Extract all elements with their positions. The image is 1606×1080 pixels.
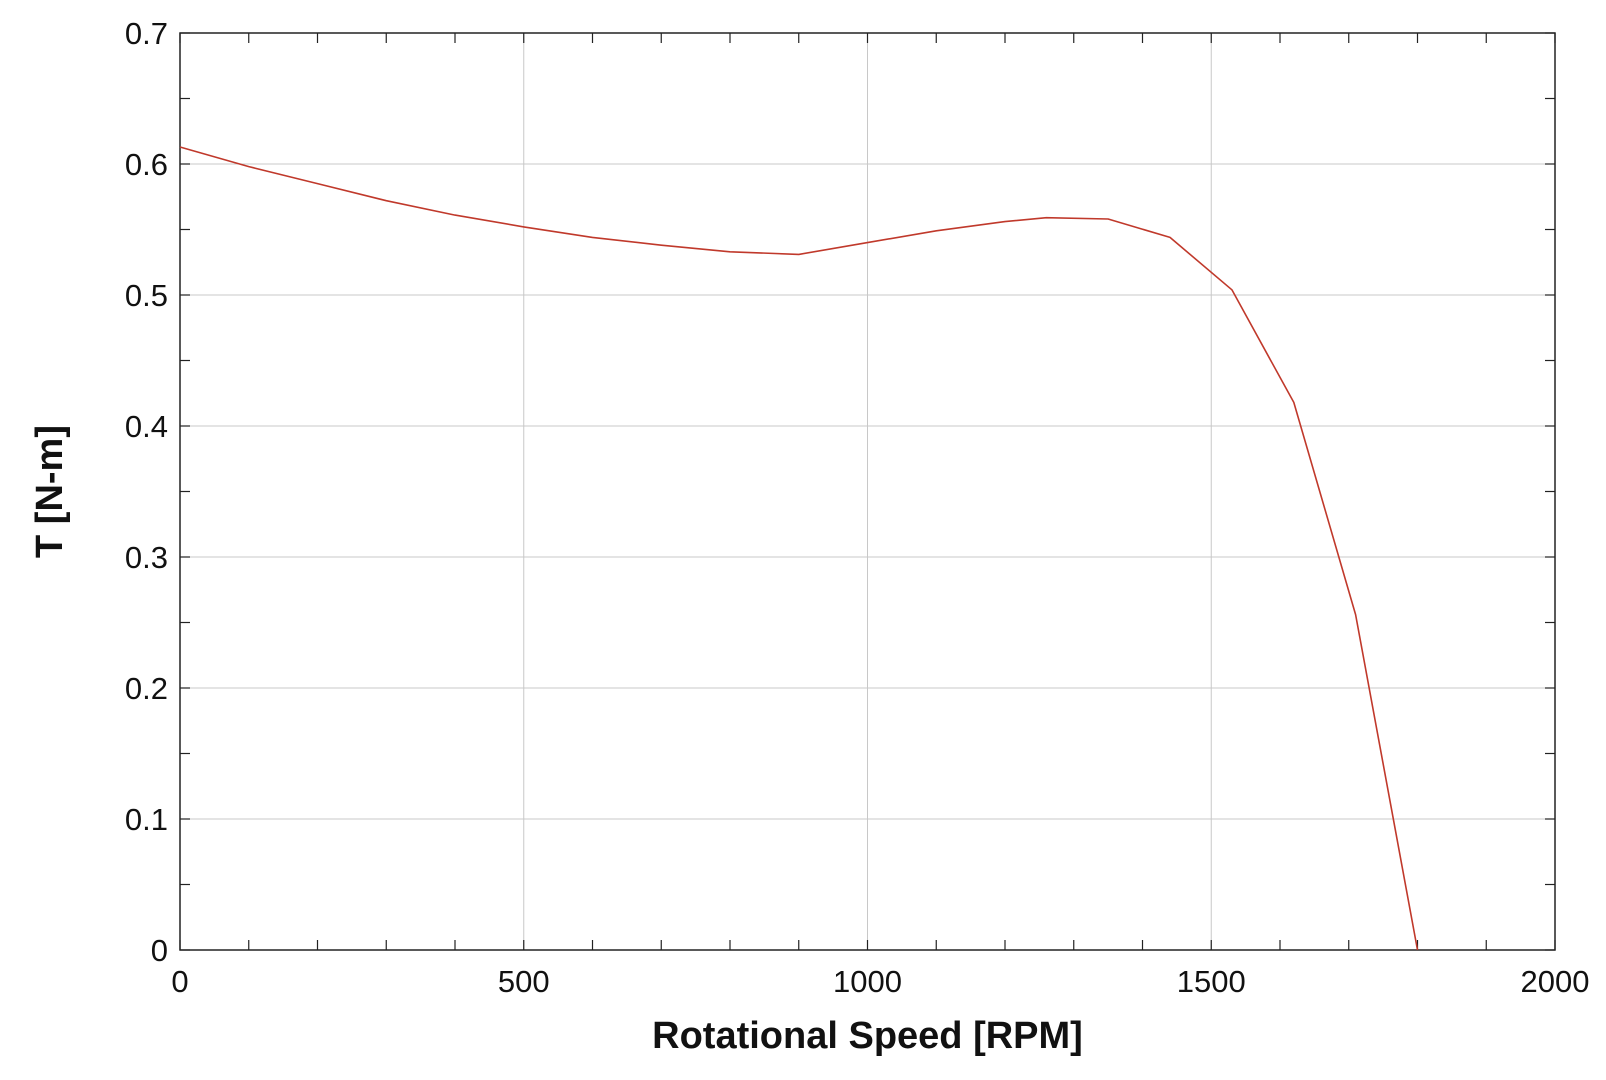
x-tick-label: 2000 — [1521, 964, 1590, 999]
x-tick-label: 1000 — [833, 964, 902, 999]
y-axis-title: T [N-m] — [29, 425, 71, 558]
torque-series-line — [179, 146, 1419, 951]
y-tick-label: 0.2 — [125, 671, 168, 706]
y-tick-label: 0.6 — [125, 147, 168, 182]
x-tick-label: 1500 — [1177, 964, 1246, 999]
axis-ticks — [179, 32, 1556, 951]
y-tick-label: 0.3 — [125, 540, 168, 575]
grid — [180, 33, 1555, 950]
y-tick-label: 0.7 — [125, 16, 168, 51]
y-tick-label: 0.1 — [125, 802, 168, 837]
y-tick-label: 0 — [151, 933, 168, 968]
x-tick-label: 0 — [171, 964, 188, 999]
y-tick-label: 0.5 — [125, 278, 168, 313]
series-layer — [179, 146, 1419, 951]
x-axis-title: Rotational Speed [RPM] — [652, 1015, 1083, 1057]
y-tick-label: 0.4 — [125, 409, 168, 444]
plot-frame — [179, 32, 1556, 951]
x-tick-labels: 0 500 1000 1500 2000 — [171, 964, 1589, 999]
y-tick-labels: 0 0.1 0.2 0.3 0.4 0.5 0.6 0.7 — [125, 16, 168, 968]
x-tick-label: 500 — [498, 964, 550, 999]
